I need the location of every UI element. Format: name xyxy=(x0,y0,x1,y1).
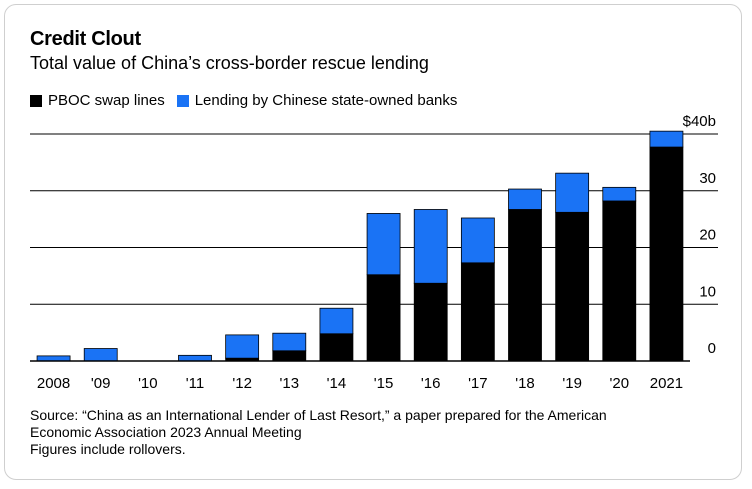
bar-banks xyxy=(272,332,307,352)
y-tick-label: 10 xyxy=(699,283,716,300)
x-tick-label: '18 xyxy=(515,375,535,392)
x-tick-label: '15 xyxy=(374,375,394,392)
x-tick-label: 2008 xyxy=(37,375,70,392)
x-tick-label: '20 xyxy=(610,375,630,392)
bar-banks xyxy=(225,334,260,359)
x-tick-label: '12 xyxy=(232,375,252,392)
x-tick-label: '17 xyxy=(468,375,488,392)
legend: PBOC swap lines Lending by Chinese state… xyxy=(30,92,469,109)
x-tick-label: '10 xyxy=(138,375,158,392)
legend-swatch-pboc xyxy=(30,94,42,107)
source-line: Economic Association 2023 Annual Meeting xyxy=(30,424,302,440)
bar-pboc xyxy=(649,146,684,362)
source-note: Source: “China as an International Lende… xyxy=(30,407,720,458)
y-tick-label: 20 xyxy=(699,227,716,244)
bar-banks xyxy=(319,307,354,335)
bar-banks xyxy=(649,130,684,148)
source-line: Source: “China as an International Lende… xyxy=(30,407,607,423)
bar-pboc xyxy=(602,200,637,362)
bar-pboc xyxy=(555,211,590,362)
chart-title: Credit Clout xyxy=(30,28,141,50)
x-tick-label: '19 xyxy=(562,375,582,392)
chart-subtitle: Total value of China’s cross-border resc… xyxy=(30,53,429,73)
bar-banks xyxy=(178,354,212,362)
bar-banks xyxy=(36,355,71,362)
footnote: Figures include rollovers. xyxy=(30,441,186,457)
x-tick-label: '09 xyxy=(91,375,111,392)
legend-item-pboc: PBOC swap lines xyxy=(30,92,165,109)
bar-banks xyxy=(555,172,590,213)
y-tick-label: 30 xyxy=(699,170,716,187)
bar-banks xyxy=(413,209,448,284)
bar-pboc xyxy=(413,282,448,362)
bar-pboc xyxy=(366,274,401,362)
bar-pboc xyxy=(319,333,354,362)
y-tick-label: 0 xyxy=(708,340,716,357)
x-tick-label: '11 xyxy=(186,375,204,392)
bar-pboc xyxy=(272,350,307,362)
legend-item-banks: Lending by Chinese state-owned banks xyxy=(176,92,458,109)
legend-label-pboc: PBOC swap lines xyxy=(48,92,165,109)
bar-pboc xyxy=(460,262,495,362)
bar-banks xyxy=(508,188,542,210)
y-tick-label: $40b xyxy=(683,113,716,130)
bar-banks xyxy=(366,213,401,276)
x-tick-label: '14 xyxy=(327,375,347,392)
legend-label-banks: Lending by Chinese state-owned banks xyxy=(194,92,458,109)
x-tick-label: 2021 xyxy=(650,375,683,392)
x-tick-label: '16 xyxy=(421,375,441,392)
x-tick-label: '13 xyxy=(280,375,300,392)
bar-pboc xyxy=(508,209,542,362)
bar-banks xyxy=(460,217,495,264)
bar-banks xyxy=(83,348,118,362)
legend-swatch-banks xyxy=(176,94,189,107)
bar-banks xyxy=(602,186,637,202)
